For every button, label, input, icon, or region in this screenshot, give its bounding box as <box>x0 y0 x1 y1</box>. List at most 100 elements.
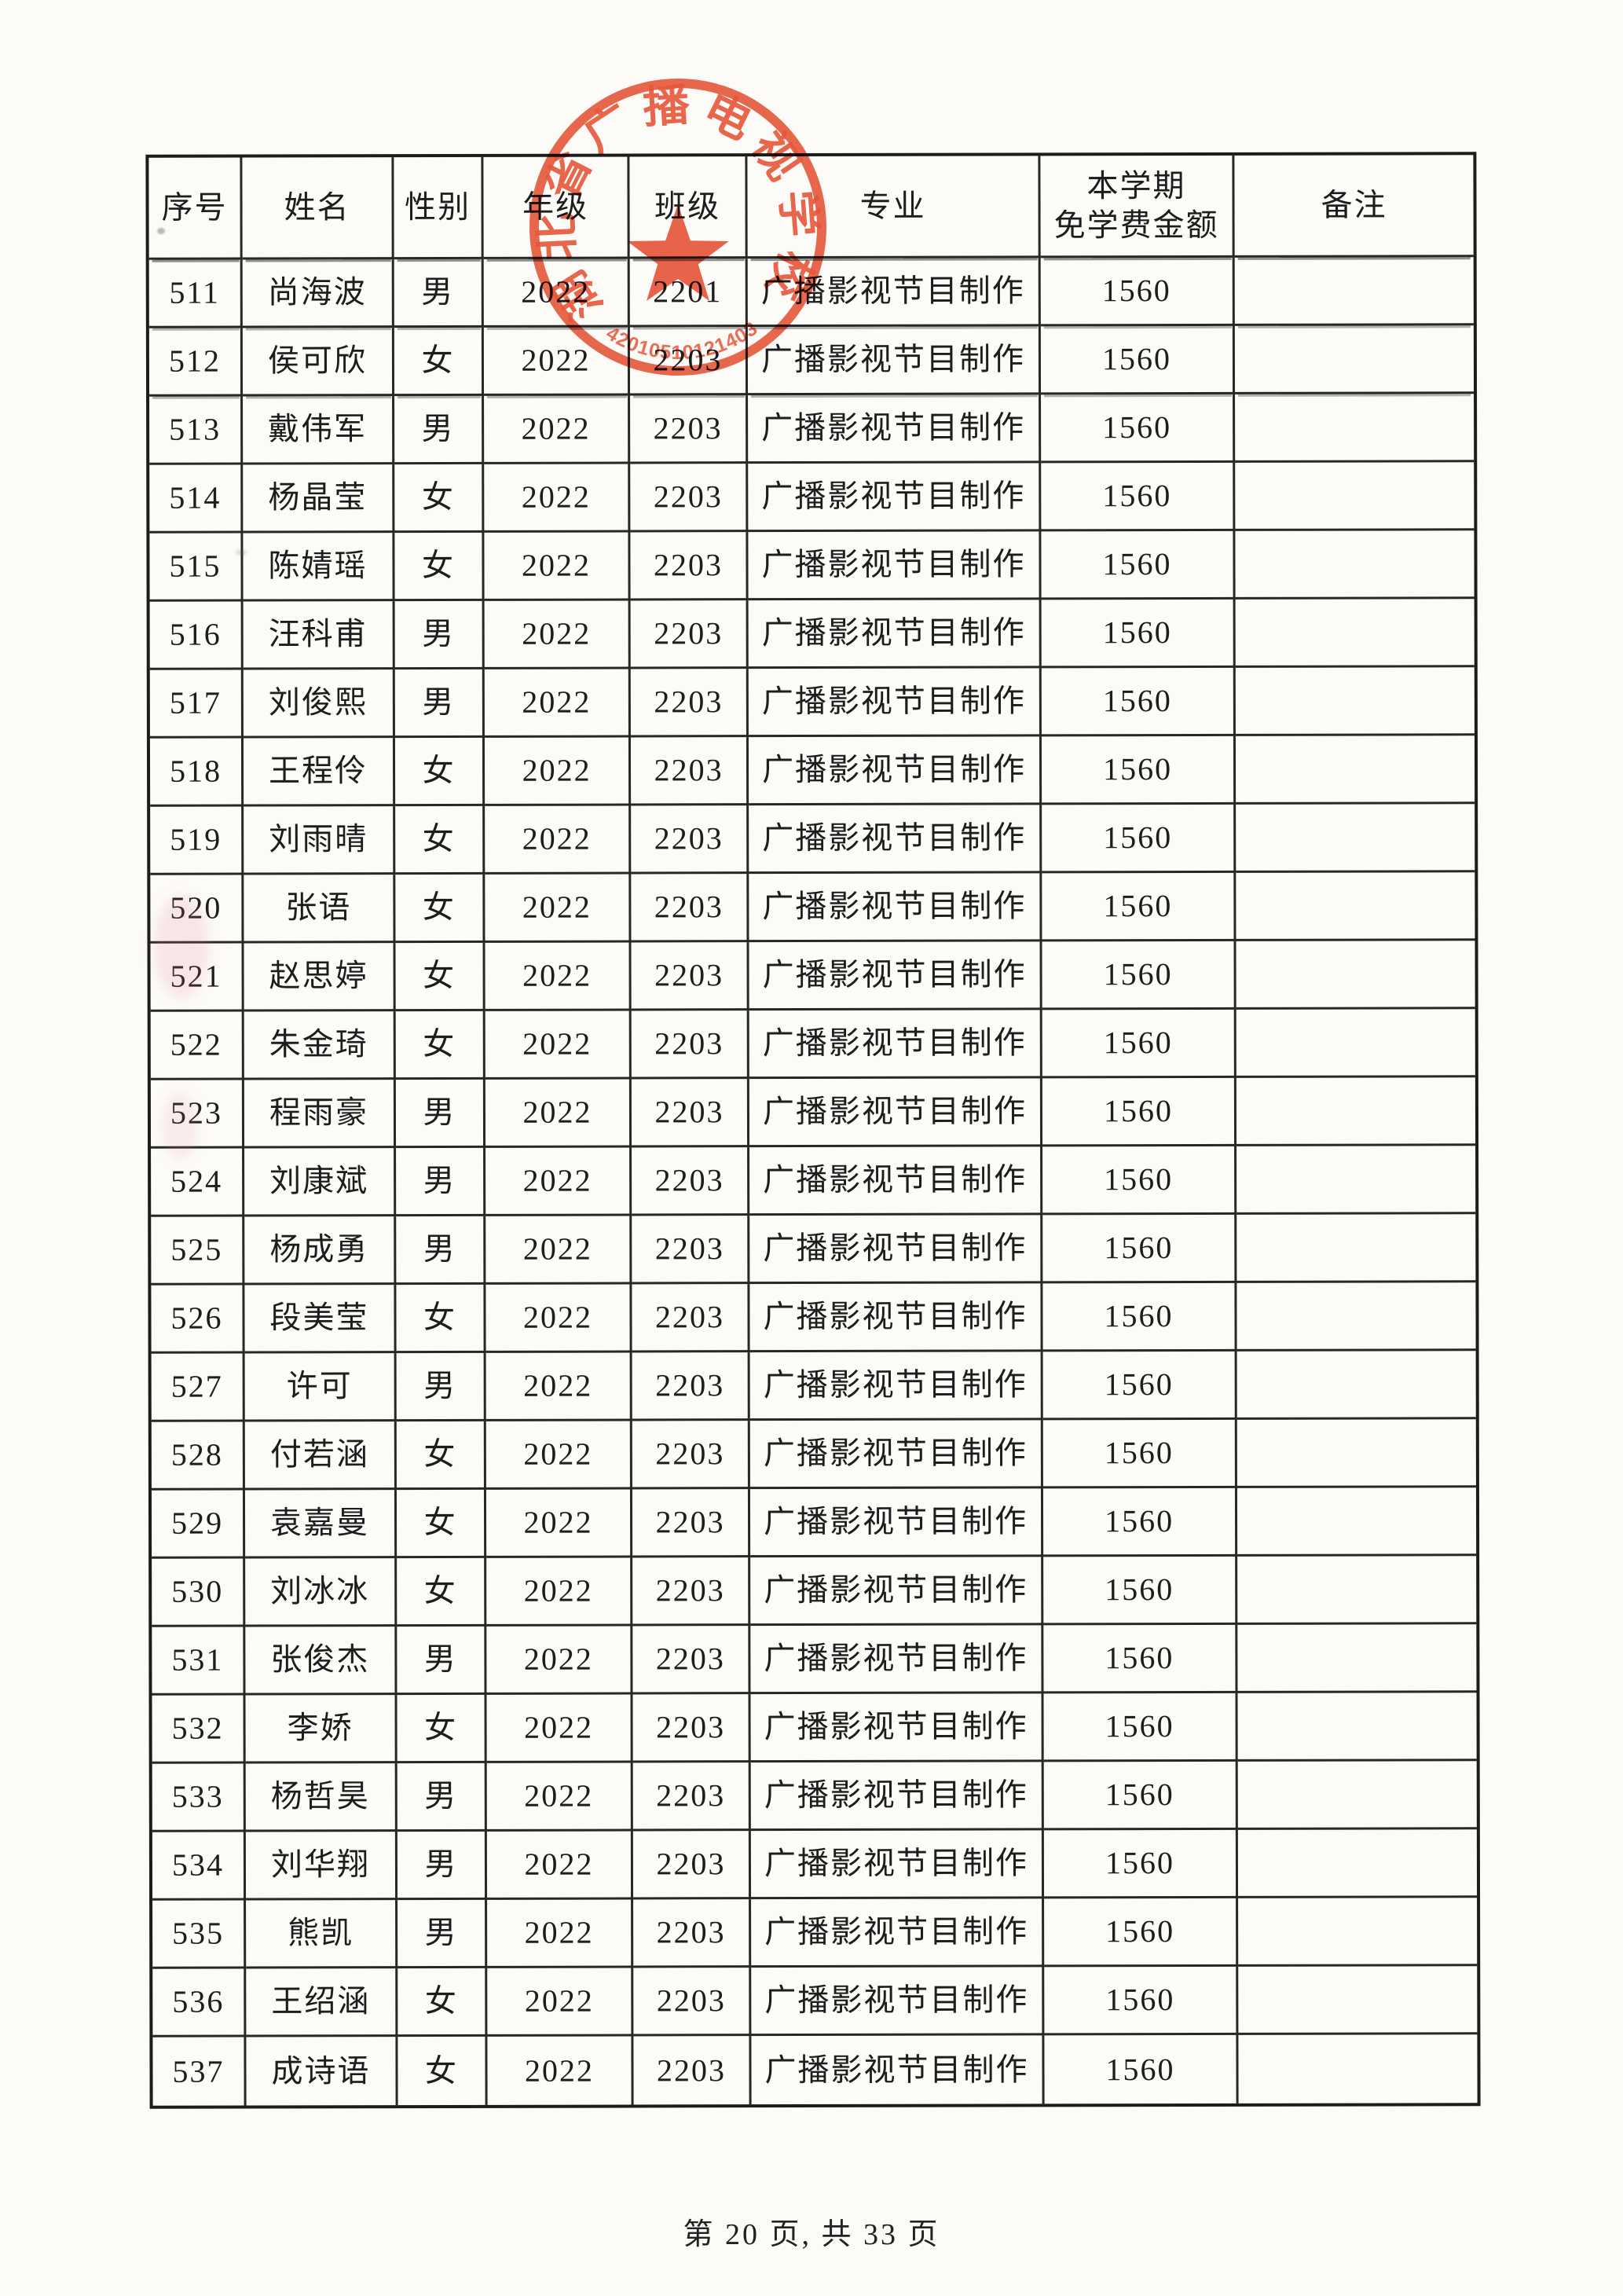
table-cell <box>1238 1898 1478 1967</box>
table-cell <box>1236 1077 1476 1146</box>
table-cell: 男 <box>394 669 485 739</box>
table-cell <box>1234 257 1474 326</box>
table-cell: 杨晶莹 <box>243 464 395 534</box>
table-cell: 1560 <box>1042 1146 1237 1216</box>
table-cell: 王绍涵 <box>246 1968 398 2037</box>
table-cell: 2203 <box>632 1626 751 1695</box>
table-cell: 2203 <box>630 464 749 533</box>
table-cell: 广播影视节目制作 <box>748 531 1042 601</box>
table-cell: 528 <box>151 1421 245 1491</box>
table-cell: 成诗语 <box>246 2037 398 2106</box>
table-cell <box>1235 735 1475 805</box>
table-cell: 2022 <box>487 1968 634 2037</box>
table-cell: 2203 <box>632 1831 752 1900</box>
table-cell <box>1235 667 1475 736</box>
table-cell: 2203 <box>630 532 749 601</box>
table-cell: 广播影视节目制作 <box>748 736 1042 806</box>
table-cell: 袁嘉曼 <box>244 1490 398 1559</box>
table-cell: 514 <box>149 464 244 534</box>
table-cell: 535 <box>152 1900 247 1969</box>
table-cell <box>1236 804 1475 873</box>
table-header-cell: 专业 <box>747 156 1041 259</box>
table-cell: 2203 <box>632 1421 750 1490</box>
table-cell: 521 <box>150 943 244 1012</box>
table-row: 521 赵思婷女 2022 2203 广播影视节目制作 1560 <box>150 941 1475 1012</box>
table-cell: 2022 <box>486 1626 633 1695</box>
table-cell: 1560 <box>1041 462 1236 532</box>
table-cell: 2022 <box>485 1010 632 1080</box>
table-cell <box>1235 462 1475 531</box>
table-cell <box>1236 1487 1477 1557</box>
table-cell: 广播影视节目制作 <box>751 1967 1045 2037</box>
table-cell: 533 <box>152 1763 246 1832</box>
table-cell <box>1236 1214 1476 1283</box>
table-cell: 2022 <box>484 532 631 601</box>
table-cell: 2022 <box>487 2036 634 2105</box>
table-cell: 女 <box>394 532 485 602</box>
table-cell: 523 <box>150 1080 245 1149</box>
table-cell: 熊凯 <box>246 1900 398 1969</box>
table-cell: 刘冰冰 <box>245 1558 398 1627</box>
table-cell: 2203 <box>632 1762 751 1832</box>
table-cell: 王程伶 <box>243 738 396 807</box>
table-cell <box>1237 1761 1477 1830</box>
table-cell: 518 <box>149 738 244 807</box>
table-cell: 付若涵 <box>244 1421 397 1491</box>
table-cell: 2022 <box>484 395 631 464</box>
table-cell: 2022 <box>484 669 631 738</box>
table-cell <box>1236 1419 1476 1488</box>
table-cell: 张语 <box>244 875 396 944</box>
table-cell: 513 <box>149 396 244 465</box>
table-cell: 1560 <box>1041 394 1236 464</box>
table-row: 522 朱金琦女 2022 2203 广播影视节目制作 1560 <box>150 1009 1475 1080</box>
table-row: 531 张俊杰男 2022 2203 广播影视节目制作 1560 <box>152 1624 1477 1696</box>
table-cell: 1560 <box>1044 1966 1239 2036</box>
table-cell: 广播影视节目制作 <box>749 1352 1043 1421</box>
table-row: 536 王绍涵女 2022 2203 广播影视节目制作 1560 <box>152 1966 1478 2037</box>
table-cell: 1560 <box>1040 257 1235 327</box>
table-cell <box>1238 2034 1477 2103</box>
table-cell: 广播影视节目制作 <box>749 873 1042 943</box>
table-header-cell: 年级 <box>483 156 630 259</box>
table-cell: 516 <box>149 601 244 670</box>
table-cell: 536 <box>152 1968 247 2037</box>
table-cell: 李娇 <box>245 1695 398 1764</box>
table-cell: 广播影视节目制作 <box>750 1762 1044 1832</box>
table-cell: 519 <box>150 806 244 875</box>
table-cell: 2022 <box>486 1694 633 1763</box>
table-cell: 广播影视节目制作 <box>748 394 1042 464</box>
table-cell: 杨哲昊 <box>245 1763 398 1832</box>
table-cell: 朱金琦 <box>244 1011 396 1080</box>
table-row: 516 汪科甫男 2022 2203 广播影视节目制作 1560 <box>149 599 1475 670</box>
table-cell: 男 <box>397 1831 488 1901</box>
table-cell: 女 <box>397 1694 487 1764</box>
table-cell: 531 <box>152 1627 246 1696</box>
table-cell: 男 <box>398 1899 488 1969</box>
table-cell: 2022 <box>485 874 632 943</box>
table-cell: 520 <box>150 875 244 944</box>
table-cell: 广播影视节目制作 <box>750 1557 1044 1627</box>
table-cell: 女 <box>395 1010 485 1080</box>
table-cell: 530 <box>152 1558 246 1627</box>
table-cell: 广播影视节目制作 <box>748 600 1042 669</box>
table-cell: 532 <box>152 1695 246 1764</box>
table-cell: 1560 <box>1044 1898 1239 1968</box>
table-row: 518 王程伶女 2022 2203 广播影视节目制作 1560 <box>149 735 1475 807</box>
table-cell: 男 <box>397 1762 487 1832</box>
table-cell: 1560 <box>1041 735 1236 805</box>
table-cell: 2022 <box>483 259 630 328</box>
table-cell: 2203 <box>631 805 749 875</box>
table-cell: 广播影视节目制作 <box>747 326 1042 396</box>
table-cell: 2022 <box>485 1421 632 1490</box>
table-row: 511 尚海波男 2022 2201 广播影视节目制作 1560 <box>148 257 1474 328</box>
table-row: 520 张语女 2022 2203 广播影视节目制作 1560 <box>150 872 1475 944</box>
table-cell: 2203 <box>632 1147 750 1216</box>
table-cell: 男 <box>394 600 485 670</box>
table-cell <box>1236 1009 1475 1078</box>
table-row: 519 刘雨晴女 2022 2203 广播影视节目制作 1560 <box>150 804 1475 875</box>
table-row: 530 刘冰冰女 2022 2203 广播影视节目制作 1560 <box>152 1556 1477 1627</box>
table-cell: 511 <box>148 259 243 328</box>
table-cell: 1560 <box>1041 599 1236 669</box>
table-cell: 1560 <box>1043 1556 1238 1626</box>
